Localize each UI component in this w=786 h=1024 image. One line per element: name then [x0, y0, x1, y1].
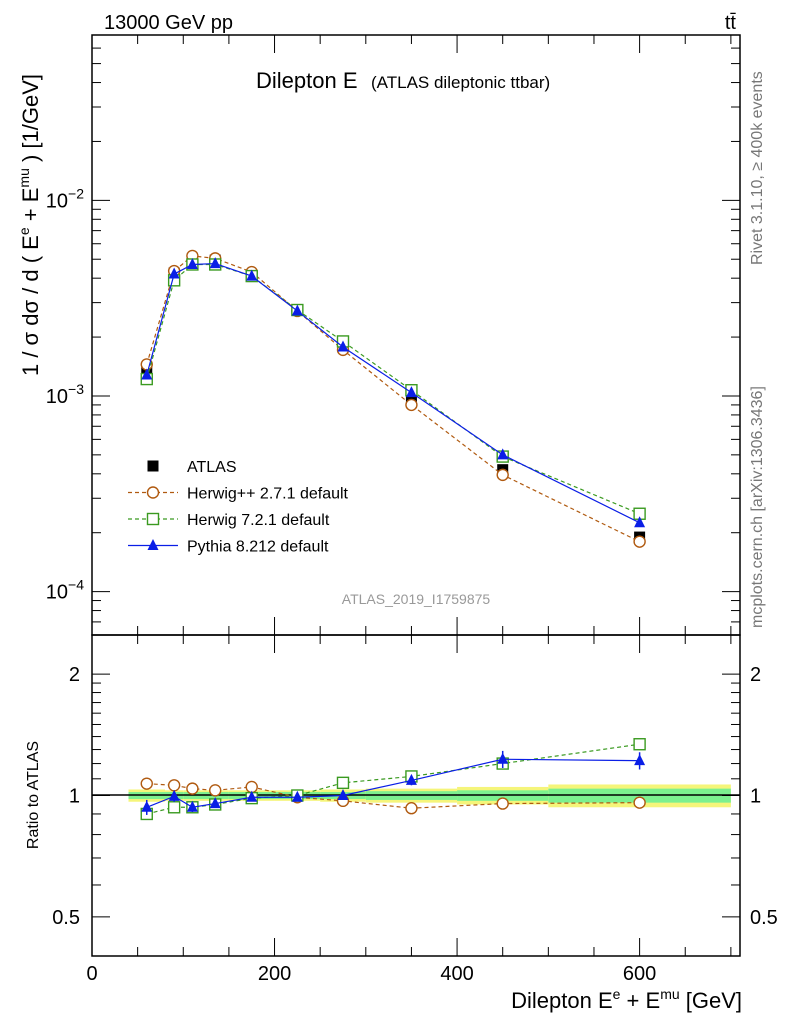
- series-pythia-8-212-default: [141, 257, 646, 528]
- legend-item-herwig-7-2-1-default: Herwig 7.2.1 default: [128, 512, 330, 529]
- data-point: [405, 386, 417, 398]
- ratio-series-pythia-8-212-default: [141, 750, 646, 815]
- ratio-data-point: [140, 777, 153, 790]
- ratio-data-point: [633, 796, 646, 809]
- rivet-label: Rivet 3.1.10, ≥ 400k events: [749, 71, 766, 265]
- analysis-watermark: ATLAS_2019_I1759875: [342, 591, 491, 607]
- y-tick-label: 10−4: [46, 577, 84, 604]
- series-line: [146, 263, 640, 515]
- plot-subtitle: (ATLAS dileptonic ttbar): [371, 73, 550, 92]
- legend-label: Pythia 8.212 default: [187, 539, 329, 556]
- ratio-data-point: [167, 801, 181, 814]
- x-tick-label: 600: [623, 963, 656, 985]
- legend: ATLAS Herwig++ 2.7.1 default Herwig 7.2.1 …: [128, 459, 349, 556]
- ratio-data-point: [186, 800, 198, 812]
- ratio-data-point: [634, 754, 646, 766]
- data-point: [337, 340, 349, 352]
- x-tick-label: 0: [86, 963, 97, 985]
- legend-marker: [146, 512, 160, 526]
- x-tick-label: 400: [440, 963, 473, 985]
- series-herwig-7-2-1-default: [140, 258, 646, 520]
- legend-item-herwig-2-7-1-default: Herwig++ 2.7.1 default: [128, 486, 349, 503]
- legend-marker: [147, 539, 159, 550]
- data-point: [633, 535, 646, 548]
- legend-marker: [147, 460, 159, 472]
- main-panel: 10−4 10−3 10−2 Dilepton E (ATLAS dileptoni…: [16, 34, 741, 636]
- ratio-frame: [91, 634, 741, 957]
- ratio-data-point: [168, 789, 180, 801]
- data-point: [496, 468, 509, 482]
- legend-label: Herwig++ 2.7.1 default: [187, 486, 349, 503]
- data-point: [291, 304, 303, 316]
- ratio-data-point: [167, 779, 181, 792]
- legend-item-atlas: ATLAS: [147, 459, 237, 476]
- process-label: tt̄: [725, 12, 737, 34]
- data-point: [168, 267, 180, 279]
- ratio-data-point: [291, 790, 303, 802]
- ratio-data-point: [141, 800, 153, 812]
- main-series: [140, 249, 646, 548]
- energy-label: 13000 GeV pp: [104, 12, 233, 34]
- plot-title: Dilepton E: [256, 68, 358, 93]
- ratio-y-tick-label-right: 2: [750, 664, 761, 686]
- data-point: [186, 257, 198, 269]
- legend-label: ATLAS: [187, 459, 237, 476]
- data-point: [246, 269, 258, 281]
- legend-label: Herwig 7.2.1 default: [187, 512, 330, 529]
- ratio-data-point: [246, 790, 258, 802]
- ratio-data-point: [405, 773, 417, 785]
- data-point: [497, 448, 509, 460]
- mcplots-label: mcplots.cern.ch [arXiv:1306.3436]: [749, 386, 766, 628]
- data-point: [209, 257, 221, 269]
- ratio-series-line: [146, 783, 640, 809]
- ratio-data-point: [405, 802, 418, 815]
- series-line: [146, 255, 640, 543]
- ratio-series-line: [146, 758, 640, 808]
- x-tick-label: 200: [258, 963, 291, 985]
- ratio-data-point: [337, 789, 349, 800]
- ratio-series: [140, 738, 646, 821]
- series-line: [146, 262, 640, 524]
- ratio-y-axis-label: Ratio to ATLAS: [25, 741, 42, 849]
- x-axis-label: Dilepton Ee + Emu [GeV]: [511, 986, 742, 1013]
- ratio-data-point: [186, 782, 199, 795]
- ratio-panel: 0.5 0.5 1 1 2 2 0 200 400 600 Ratio to ATLAS Dile…: [25, 634, 778, 1013]
- ratio-data-point: [496, 797, 509, 810]
- ratio-data-point: [497, 752, 509, 764]
- legend-marker: [146, 486, 160, 499]
- series-herwig-2-7-1-default: [140, 249, 646, 548]
- legend-item-pythia-8-212-default: Pythia 8.212 default: [128, 539, 329, 556]
- ratio-data-point: [209, 784, 222, 797]
- data-point: [634, 516, 646, 528]
- ratio-y-tick-label-right: 1: [750, 786, 761, 808]
- y-tick-label: 10−2: [46, 185, 84, 212]
- y-tick-label: 10−3: [46, 381, 84, 408]
- ratio-y-tick-label-left: 2: [69, 664, 80, 686]
- ratio-data-point: [336, 776, 350, 790]
- data-point: [141, 368, 153, 380]
- ratio-data-point: [633, 738, 646, 751]
- ratio-y-tick-label-left: 0.5: [52, 907, 80, 929]
- ratio-data-point: [209, 797, 221, 809]
- ratio-y-tick-label-right: 0.5: [750, 907, 778, 929]
- main-axis-ticks: 10−4 10−3 10−2: [46, 34, 740, 636]
- main-y-axis-label: 1 / σ dσ / d ( Ee + Emu ) [1/GeV]: [16, 74, 43, 376]
- data-point: [405, 398, 418, 412]
- ratio-y-tick-label-left: 1: [69, 786, 80, 808]
